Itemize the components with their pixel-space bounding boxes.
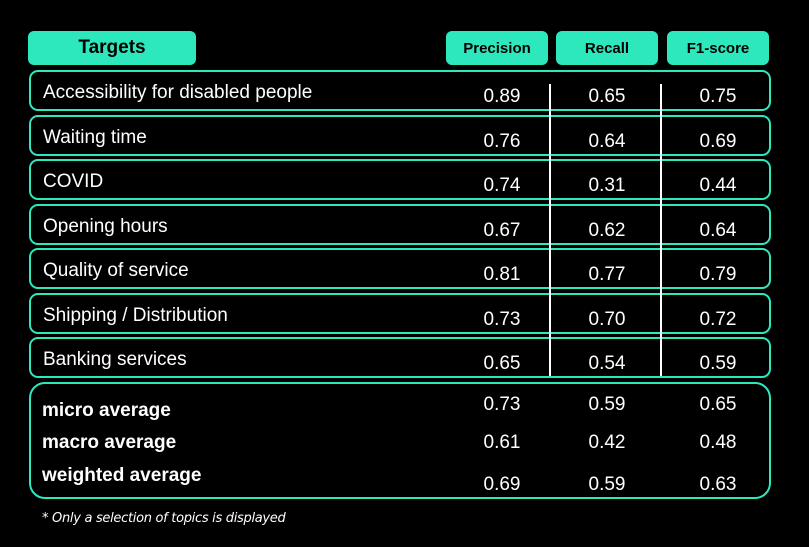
footnote: * Only a selection of topics is displaye… xyxy=(42,511,286,526)
macro-average-label: macro average xyxy=(42,432,177,453)
macro-precision-cell: 0.61 xyxy=(483,432,521,453)
recall-cell: 0.31 xyxy=(588,175,626,196)
table-row: COVID 0.74 0.31 0.44 xyxy=(29,159,771,200)
f1-score-cell: 0.69 xyxy=(699,130,737,152)
precision-cell: 0.67 xyxy=(483,219,521,241)
f1-score-cell: 0.72 xyxy=(699,308,737,330)
row-label: Shipping / Distribution xyxy=(43,304,228,326)
table-row: Accessibility for disabled people 0.89 0… xyxy=(29,70,771,111)
f1-score-cell: 0.75 xyxy=(699,86,737,107)
recall-cell: 0.64 xyxy=(588,130,626,152)
weighted-f1-score-cell: 0.63 xyxy=(699,474,737,495)
precision-cell: 0.76 xyxy=(483,130,521,152)
row-label: Opening hours xyxy=(43,215,168,237)
row-label: COVID xyxy=(43,171,104,192)
recall-cell: 0.77 xyxy=(588,264,626,285)
recall-cell: 0.65 xyxy=(588,86,626,107)
column-divider xyxy=(549,84,551,376)
recall-cell: 0.54 xyxy=(588,353,626,374)
target-rows: Accessibility for disabled people 0.89 0… xyxy=(29,70,771,382)
micro-average-label: micro average xyxy=(42,400,171,421)
micro-precision-cell: 0.73 xyxy=(483,394,521,415)
macro-recall-cell: 0.42 xyxy=(588,432,626,453)
f1-score-header: F1-score xyxy=(667,31,769,65)
weighted-average-label: weighted average xyxy=(42,465,202,486)
precision-cell: 0.65 xyxy=(483,353,521,374)
recall-cell: 0.70 xyxy=(588,308,626,330)
precision-cell: 0.89 xyxy=(483,86,521,107)
row-label: Banking services xyxy=(43,349,187,370)
macro-f1-score-cell: 0.48 xyxy=(699,432,737,453)
row-label: Quality of service xyxy=(43,260,189,281)
recall-header: Recall xyxy=(556,31,658,65)
precision-cell: 0.73 xyxy=(483,308,521,330)
table-row: Banking services 0.65 0.54 0.59 xyxy=(29,337,771,378)
f1-score-cell: 0.44 xyxy=(699,175,737,196)
weighted-recall-cell: 0.59 xyxy=(588,474,626,495)
table-row: Opening hours 0.67 0.62 0.64 xyxy=(29,203,771,245)
averages-box: micro average macro average weighted ave… xyxy=(29,382,771,499)
precision-header: Precision xyxy=(446,31,548,65)
row-label: Waiting time xyxy=(43,126,147,148)
table-row: Shipping / Distribution 0.73 0.70 0.72 xyxy=(29,292,771,334)
recall-cell: 0.62 xyxy=(588,219,626,241)
micro-f1-score-cell: 0.65 xyxy=(699,394,737,415)
table-row: Quality of service 0.81 0.77 0.79 xyxy=(29,248,771,289)
precision-cell: 0.81 xyxy=(483,264,521,285)
targets-header: Targets xyxy=(28,31,196,65)
weighted-precision-cell: 0.69 xyxy=(483,474,521,495)
f1-score-cell: 0.79 xyxy=(699,264,737,285)
table-row: Waiting time 0.76 0.64 0.69 xyxy=(29,114,771,156)
micro-recall-cell: 0.59 xyxy=(588,394,626,415)
column-divider xyxy=(660,84,662,376)
precision-cell: 0.74 xyxy=(483,175,521,196)
f1-score-cell: 0.59 xyxy=(699,353,737,374)
row-label: Accessibility for disabled people xyxy=(43,82,313,103)
f1-score-cell: 0.64 xyxy=(699,219,737,241)
